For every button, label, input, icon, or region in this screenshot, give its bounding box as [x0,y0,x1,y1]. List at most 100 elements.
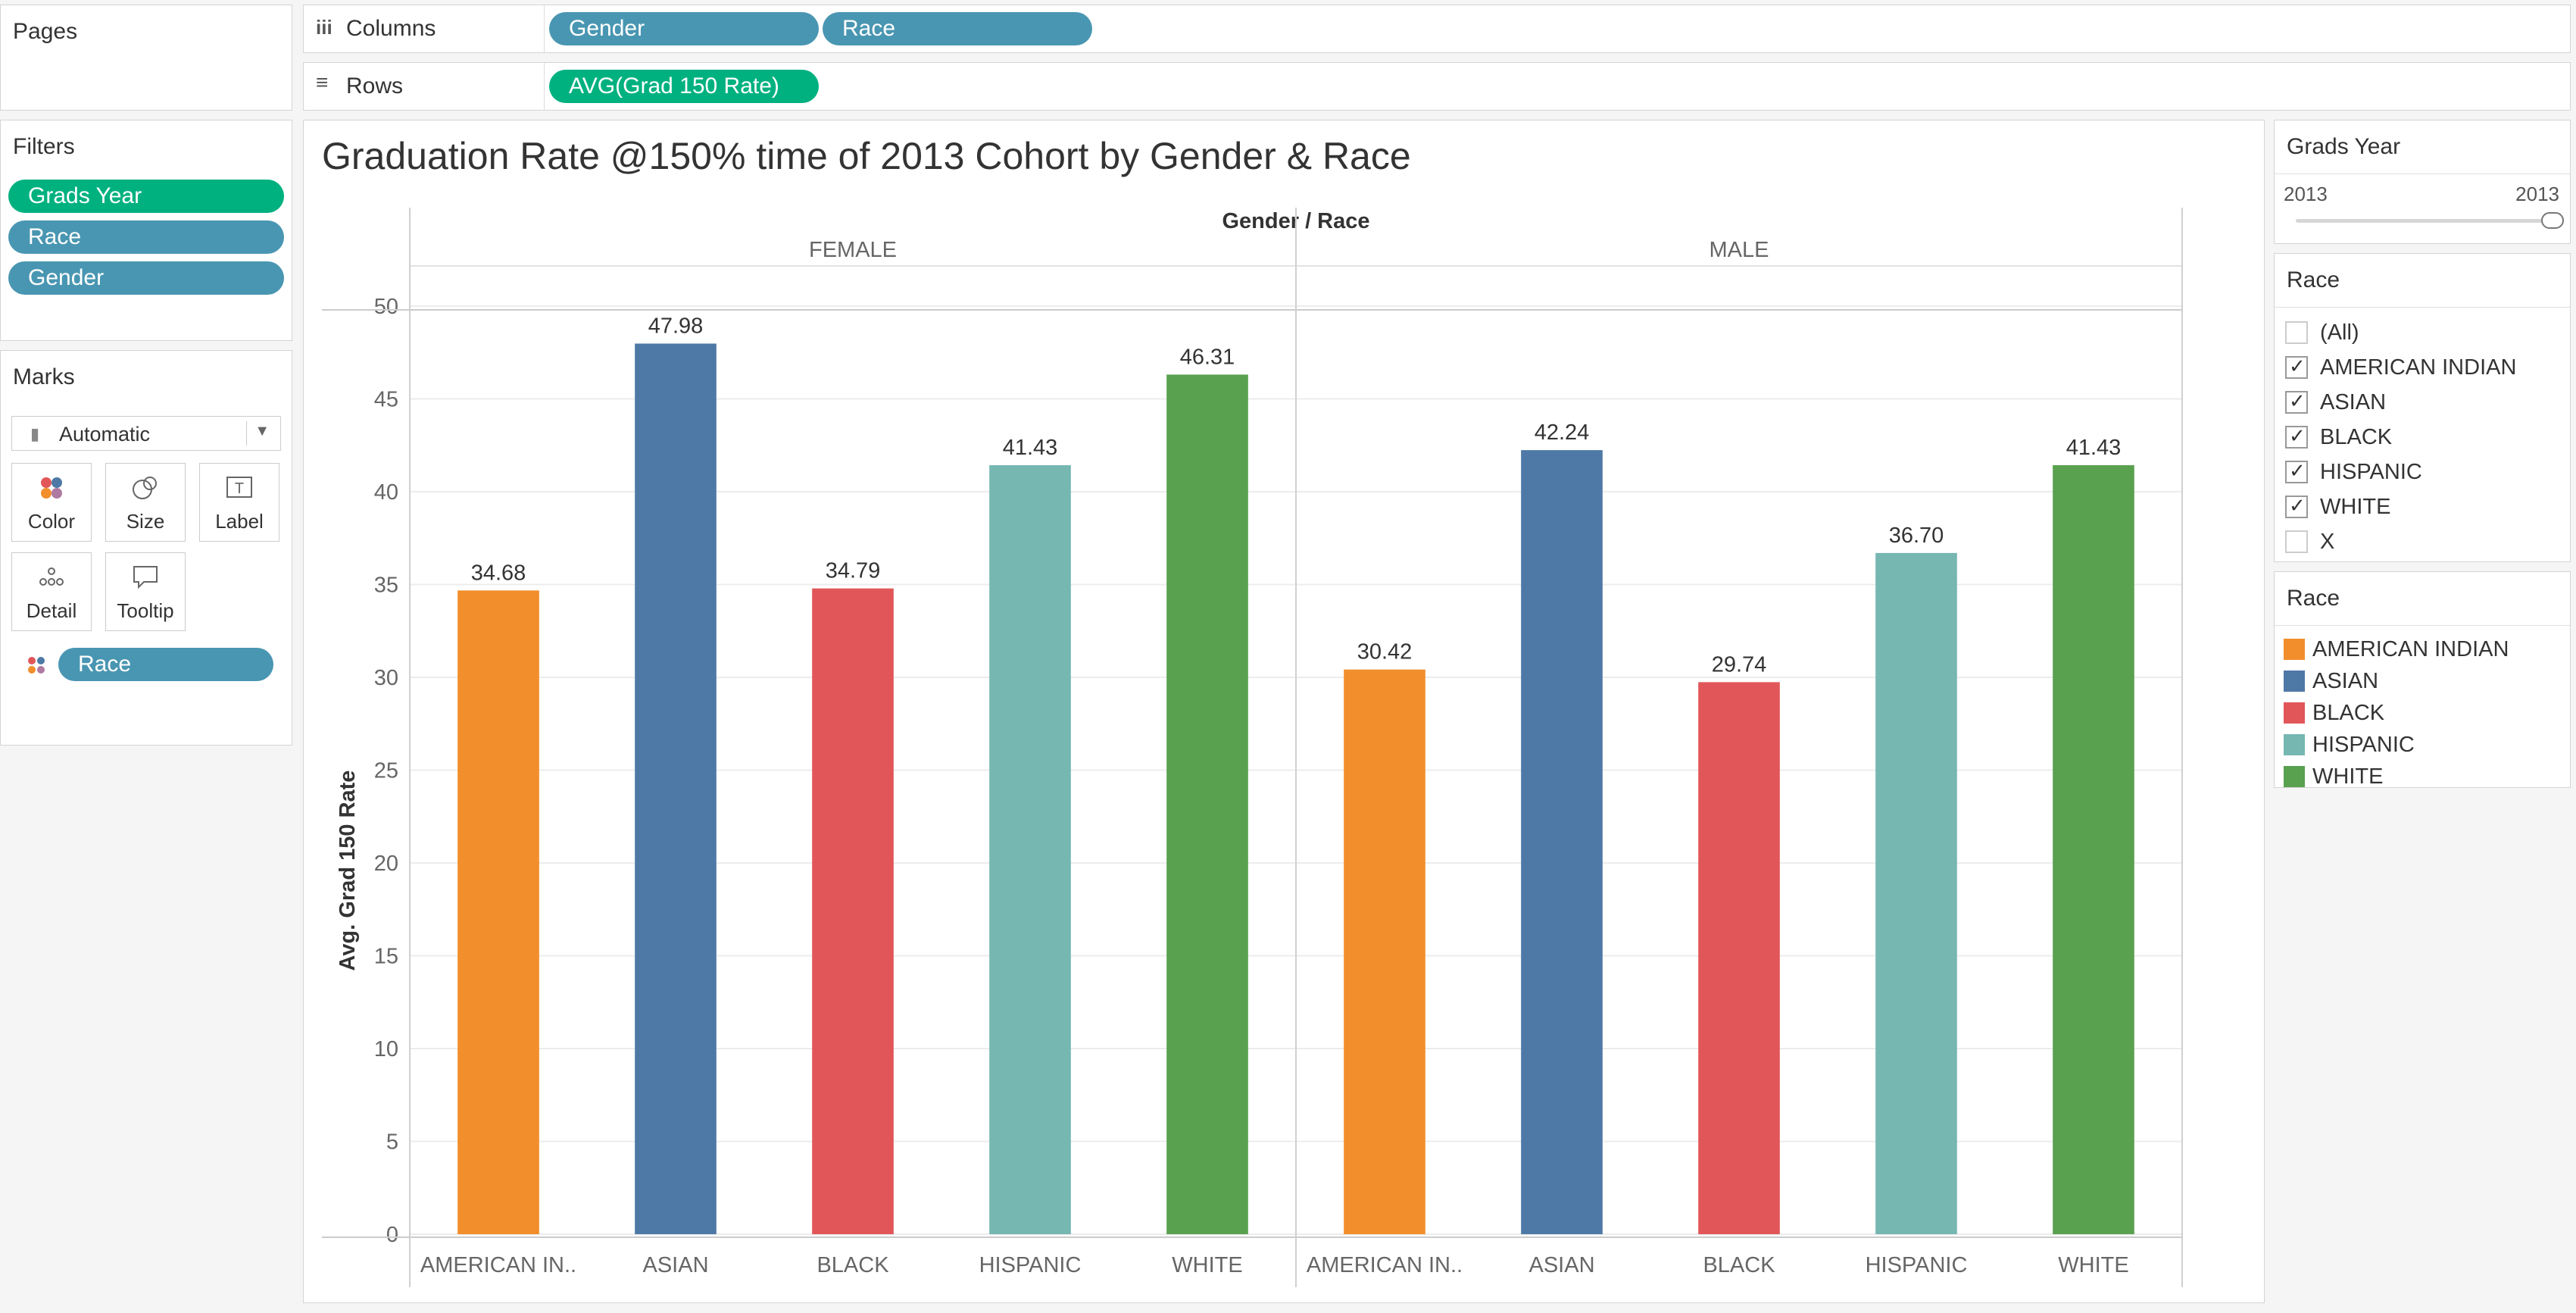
grads-year-slider-handle[interactable] [2541,212,2564,229]
race-filter-item[interactable]: HISPANIC [2275,455,2570,489]
label-button[interactable]: T Label [199,463,279,542]
filter-pill-grads-year[interactable]: Grads Year [8,180,284,213]
data-label: 30.42 [1357,640,1413,664]
y-tick-label: 0 [386,1223,398,1247]
bar [1521,450,1603,1234]
legend-item[interactable]: BLACK [2275,698,2570,728]
label-button-label: Label [215,510,264,533]
detail-button[interactable]: Detail [11,552,92,631]
columns-shelf[interactable]: iii Columns Gender Race [303,5,2571,53]
chevron-down-icon[interactable]: ▼ [254,423,270,439]
data-label: 42.24 [1535,420,1590,445]
legend-item[interactable]: WHITE [2275,761,2570,792]
race-filter-item-label: BLACK [2320,425,2393,449]
marks-title: Marks [13,364,75,389]
gender-header-label: MALE [1710,238,1769,262]
data-label: 36.70 [1889,524,1944,548]
x-tick-label: ASIAN [1528,1253,1594,1277]
race-filter-item[interactable]: BLACK [2275,420,2570,454]
y-tick-label: 50 [374,295,398,319]
chart-title: Graduation Rate @150% time of 2013 Cohor… [322,135,1411,177]
x-tick-label: HISPANIC [1866,1253,1968,1277]
tooltip-icon [106,562,185,592]
race-filter-item[interactable]: WHITE [2275,490,2570,524]
legend-item[interactable]: AMERICAN INDIAN [2275,634,2570,664]
size-icon [106,473,185,503]
race-filter-checkbox[interactable] [2285,494,2308,518]
legend-swatch [2284,766,2305,787]
data-label: 47.98 [648,314,704,338]
race-filter-checkbox[interactable] [2285,530,2308,553]
marks-color-pill-race[interactable]: Race [58,648,273,681]
svg-text:T: T [235,480,244,497]
filter-pill-race[interactable]: Race [8,220,284,254]
x-tick-label: AMERICAN IN.. [1307,1253,1463,1277]
legend-swatch [2284,639,2305,660]
y-tick-label: 10 [374,1037,398,1061]
race-filter-checkbox[interactable] [2285,355,2308,379]
y-tick-label: 15 [374,945,398,969]
legend-item-label: AMERICAN INDIAN [2312,637,2509,661]
legend-item-label: HISPANIC [2312,733,2415,757]
race-filter-item-label: ASIAN [2320,390,2387,414]
race-filter-checkbox[interactable] [2285,389,2308,414]
race-filter-item[interactable]: (All) [2275,316,2570,349]
data-label: 46.31 [1180,345,1235,369]
rows-label: Rows [346,73,404,98]
bar [812,588,894,1234]
y-tick-label: 20 [374,852,398,876]
filter-pill-gender[interactable]: Gender [8,261,284,295]
rows-icon: ≡ [316,70,329,94]
bar [989,464,1071,1234]
grads-year-min: 2013 [2284,183,2328,205]
columns-pill-gender[interactable]: Gender [549,12,819,45]
grads-year-slider-track[interactable] [2296,219,2558,223]
mark-type-dropdown[interactable]: ▮ Automatic ▼ [11,416,281,451]
tooltip-button[interactable]: Tooltip [105,552,186,631]
rows-shelf[interactable]: ≡ Rows AVG(Grad 150 Rate) [303,62,2571,111]
race-filter-item[interactable]: X [2275,525,2570,558]
mark-type-value: Automatic [59,423,151,445]
legend-item-label: WHITE [2312,764,2384,789]
x-tick-label: AMERICAN IN.. [420,1253,576,1277]
x-tick-label: BLACK [817,1253,889,1277]
color-icon [12,473,91,503]
x-tick-label: WHITE [2058,1253,2128,1277]
label-icon: T [200,473,279,503]
legend-item[interactable]: HISPANIC [2275,730,2570,760]
race-filter-checkbox[interactable] [2285,321,2308,344]
bar [2053,464,2134,1234]
race-filter-item[interactable]: ASIAN [2275,386,2570,419]
y-tick-label: 25 [374,759,398,783]
y-tick-label: 35 [374,574,398,598]
columns-pill-race[interactable]: Race [823,12,1092,45]
legend-item[interactable]: ASIAN [2275,666,2570,696]
size-button[interactable]: Size [105,463,186,542]
race-filter-checkbox[interactable] [2285,459,2308,483]
y-tick-label: 45 [374,388,398,412]
pages-shelf[interactable]: Pages [0,5,292,111]
detail-icon [12,562,91,592]
bar-chart[interactable]: Graduation Rate @150% time of 2013 Cohor… [304,120,2264,1302]
legend-item-label: BLACK [2312,701,2385,725]
bar-chart-icon: ▮ [30,424,40,443]
grads-year-max: 2013 [2515,183,2559,205]
filters-shelf[interactable]: Filters Grads Year Race Gender [0,120,292,341]
color-button[interactable]: Color [11,463,92,542]
legend-swatch [2284,734,2305,755]
y-tick-label: 30 [374,666,398,690]
data-label: 34.79 [826,559,881,583]
x-tick-label: WHITE [1172,1253,1242,1277]
rows-pill-avg-grad150[interactable]: AVG(Grad 150 Rate) [549,70,819,103]
bar [1344,669,1425,1234]
color-button-label: Color [27,510,76,533]
grads-year-filter-card: Grads Year 2013 2013 [2274,120,2571,244]
bar [457,590,539,1234]
data-label: 41.43 [1003,436,1058,460]
race-filter-item[interactable]: AMERICAN INDIAN [2275,351,2570,384]
detail-button-label: Detail [26,599,77,622]
race-filter-checkbox[interactable] [2285,424,2308,449]
race-filter-item-label: (All) [2320,320,2359,345]
race-legend-card: Race AMERICAN INDIAN ASIAN BLACK HISPANIC WH… [2274,571,2571,789]
filters-title: Filters [13,134,75,159]
